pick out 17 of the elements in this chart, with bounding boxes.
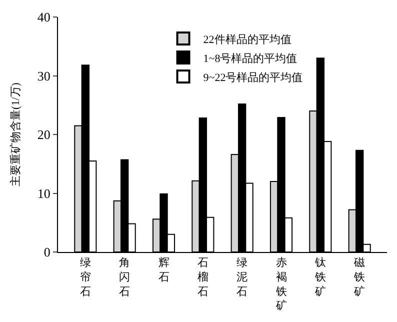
legend-label: 9~22号样品的平均值 <box>203 72 303 84</box>
y-axis-title: 主要重矿物含量(1/万) <box>9 82 22 186</box>
x-tick-label: 角闪石 <box>119 257 130 298</box>
y-tick-label: 0 <box>44 244 50 260</box>
x-tick-label: 石榴石 <box>197 257 208 298</box>
x-tick-label: 绿帘石 <box>80 257 91 298</box>
x-tick-label: 赤褐铁矿 <box>274 256 287 312</box>
y-tick-label: 20 <box>37 127 50 142</box>
legend-label: 1~8号样品的平均值 <box>203 52 298 65</box>
x-tick-label: 钛铁矿 <box>314 257 326 298</box>
y-tick-label: 40 <box>37 10 50 25</box>
y-tick-label: 10 <box>37 186 50 201</box>
y-tick-label: 30 <box>37 68 50 84</box>
x-tick-label: 绿泥石 <box>236 257 248 298</box>
legend-label: 22件样品的平均值 <box>203 34 292 46</box>
x-tick-label: 辉石 <box>158 257 170 284</box>
x-tick-label: 磁铁矿 <box>353 257 366 298</box>
